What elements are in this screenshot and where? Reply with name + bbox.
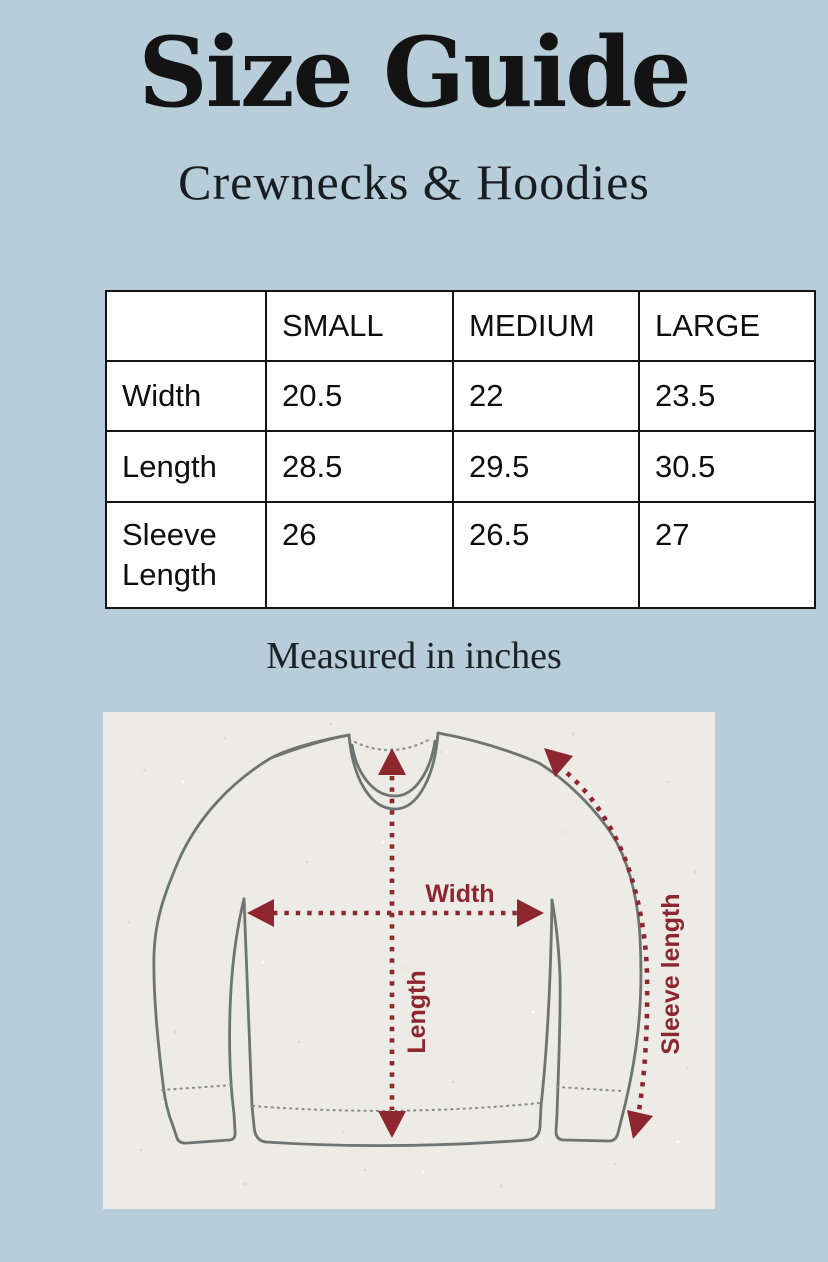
size-table-header-blank (105, 290, 267, 362)
paper-texture-specks (127, 722, 697, 1188)
width-medium-value: 22 (452, 360, 640, 432)
body-outline (242, 897, 554, 1148)
size-table: SMALL MEDIUM LARGE Width 20.5 22 23.5 Le… (105, 290, 816, 609)
left-cuff-stitch-line (160, 1083, 236, 1092)
sleeve-medium-value: 26.5 (452, 501, 640, 609)
sleeve-length-arrowhead-top (544, 748, 573, 777)
row-label-width: Width (105, 360, 267, 432)
measurement-arrows: Width Length Sleeve length (247, 748, 685, 1139)
length-medium-value: 29.5 (452, 430, 640, 503)
left-sleeve-outline (152, 733, 351, 1145)
length-large-value: 30.5 (638, 430, 816, 503)
sleeve-small-value: 26 (265, 501, 454, 609)
page-subtitle: Crewnecks & Hoodies (178, 154, 650, 210)
measurement-unit-note: Measured in inches (266, 635, 562, 677)
table-row-sleeve-length: Sleeve Length 26 26.5 27 (105, 501, 816, 609)
length-label: Length (403, 970, 431, 1053)
sleeve-length-label: Sleeve length (657, 893, 685, 1054)
size-table-header-small: SMALL (265, 290, 454, 362)
left-shoulder-line (269, 733, 351, 760)
width-label: Width (425, 880, 494, 908)
width-arrowhead-right (517, 899, 544, 927)
row-label-sleeve-length: Sleeve Length (105, 501, 267, 609)
length-arrowhead-down (378, 1111, 406, 1138)
size-table-header-medium: MEDIUM (452, 290, 640, 362)
right-sleeve-outline (436, 731, 643, 1143)
size-table-header-row: SMALL MEDIUM LARGE (105, 290, 816, 362)
sleeve-length-arrowhead-bottom (627, 1110, 653, 1139)
sweater-diagram-svg: Width Length Sleeve length (101, 712, 715, 1209)
collar-outer-edge (347, 731, 440, 811)
paper-background (103, 712, 715, 1209)
width-arrowhead-left (247, 899, 274, 927)
right-cuff-stitch-line (555, 1085, 623, 1093)
length-small-value: 28.5 (265, 430, 454, 503)
collar-stitch-line (353, 736, 434, 752)
sleeve-length-arrow-line (565, 771, 650, 1117)
page-title: Size Guide (138, 16, 691, 129)
hem-stitch-line (251, 1101, 542, 1112)
table-row-length: Length 28.5 29.5 30.5 (105, 430, 816, 503)
paper-texture-highlights (101, 780, 680, 1174)
sweater-outline (152, 731, 643, 1148)
width-small-value: 20.5 (265, 360, 454, 432)
row-label-length: Length (105, 430, 267, 503)
collar-inner-seam (350, 739, 437, 798)
width-large-value: 23.5 (638, 360, 816, 432)
size-table-header-large: LARGE (638, 290, 816, 362)
table-row-width: Width 20.5 22 23.5 (105, 360, 816, 432)
sweater-measurement-diagram: Width Length Sleeve length (101, 712, 715, 1209)
length-arrowhead-up (378, 748, 406, 775)
sleeve-large-value: 27 (638, 501, 816, 609)
